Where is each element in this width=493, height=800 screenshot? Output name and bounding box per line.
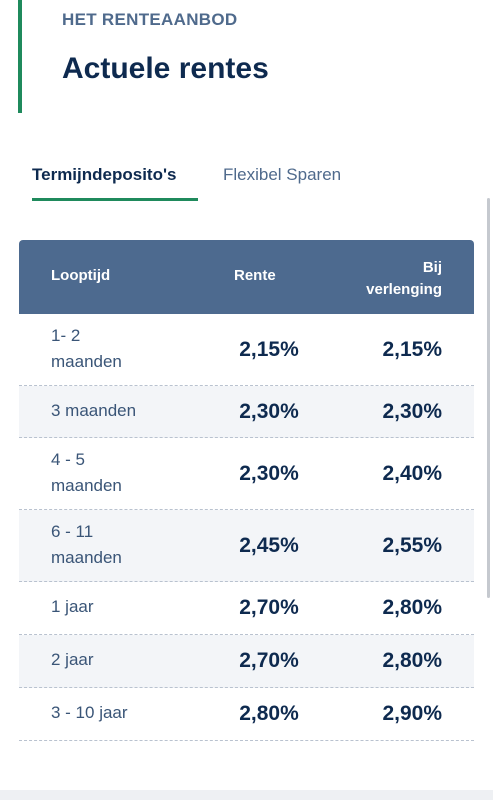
- accent-bar: [18, 0, 22, 113]
- table-body: 1- 2 maanden 2,15% 2,15% 3 maanden 2,30%…: [19, 314, 474, 741]
- tab-termijndepositos[interactable]: Termijndeposito's: [32, 165, 177, 184]
- cell-bij-verlenging: 2,30%: [382, 400, 442, 423]
- cell-looptijd: 3 - 10 jaar: [51, 703, 128, 722]
- column-header-bij-line1: Bij: [422, 259, 442, 276]
- cell-rente: 2,30%: [239, 400, 299, 423]
- cell-rente: 2,15%: [239, 338, 299, 361]
- tab-flexibel-sparen[interactable]: Flexibel Sparen: [223, 165, 342, 184]
- tab-bar: Termijndeposito's Flexibel Sparen: [0, 150, 493, 206]
- cell-rente: 2,70%: [239, 649, 299, 672]
- cell-rente: 2,30%: [239, 462, 299, 485]
- cell-rente: 2,80%: [239, 702, 299, 725]
- cell-bij-verlenging: 2,15%: [382, 338, 442, 361]
- cell-looptijd: 6 - 11 maanden: [51, 519, 122, 571]
- cell-looptijd-line1: 6 - 11: [51, 522, 94, 541]
- column-header-bij-line2: verlenging: [366, 281, 442, 298]
- scrollbar[interactable]: [487, 198, 490, 598]
- cell-rente: 2,70%: [239, 596, 299, 619]
- cell-looptijd-line2: maanden: [51, 548, 122, 567]
- column-header-looptijd: Looptijd: [51, 267, 111, 284]
- cell-bij-verlenging: 2,55%: [382, 534, 442, 557]
- column-header-rente: Rente: [234, 267, 276, 284]
- cell-looptijd-line2: maanden: [51, 476, 122, 495]
- table-row: 1- 2 maanden 2,15% 2,15%: [19, 314, 474, 386]
- eyebrow-label: HET RENTEAANBOD: [62, 10, 238, 29]
- table-row: 3 maanden 2,30% 2,30%: [19, 386, 474, 438]
- cell-looptijd-line1: 4 - 5: [51, 450, 86, 469]
- cell-rente: 2,45%: [239, 534, 299, 557]
- table-row: 6 - 11 maanden 2,45% 2,55%: [19, 510, 474, 582]
- cell-looptijd: 3 maanden: [51, 401, 137, 420]
- cell-bij-verlenging: 2,90%: [382, 702, 442, 725]
- cell-looptijd-line1: 1- 2: [51, 326, 81, 345]
- cell-bij-verlenging: 2,80%: [382, 649, 442, 672]
- rates-table: Looptijd Rente Bij verlenging 1- 2 maand…: [19, 240, 474, 742]
- table-header: Looptijd Rente Bij verlenging: [19, 240, 474, 314]
- table-row: 2 jaar 2,70% 2,80%: [19, 635, 474, 688]
- active-tab-indicator: [32, 198, 198, 201]
- bottom-divider: [0, 790, 493, 800]
- cell-looptijd: 4 - 5 maanden: [51, 447, 122, 499]
- cell-bij-verlenging: 2,40%: [382, 462, 442, 485]
- cell-looptijd: 1 jaar: [51, 597, 94, 616]
- hero-section: HET RENTEAANBOD Actuele rentes: [0, 0, 493, 115]
- table-row: 3 - 10 jaar 2,80% 2,90%: [19, 688, 474, 741]
- cell-looptijd-line2: maanden: [51, 352, 122, 371]
- page-title: Actuele rentes: [62, 52, 269, 85]
- column-header-bij-verlenging: Bij verlenging: [366, 257, 442, 301]
- table-row: 1 jaar 2,70% 2,80%: [19, 582, 474, 635]
- cell-looptijd: 2 jaar: [51, 650, 94, 669]
- cell-bij-verlenging: 2,80%: [382, 596, 442, 619]
- table-row: 4 - 5 maanden 2,30% 2,40%: [19, 438, 474, 510]
- cell-looptijd: 1- 2 maanden: [51, 323, 122, 375]
